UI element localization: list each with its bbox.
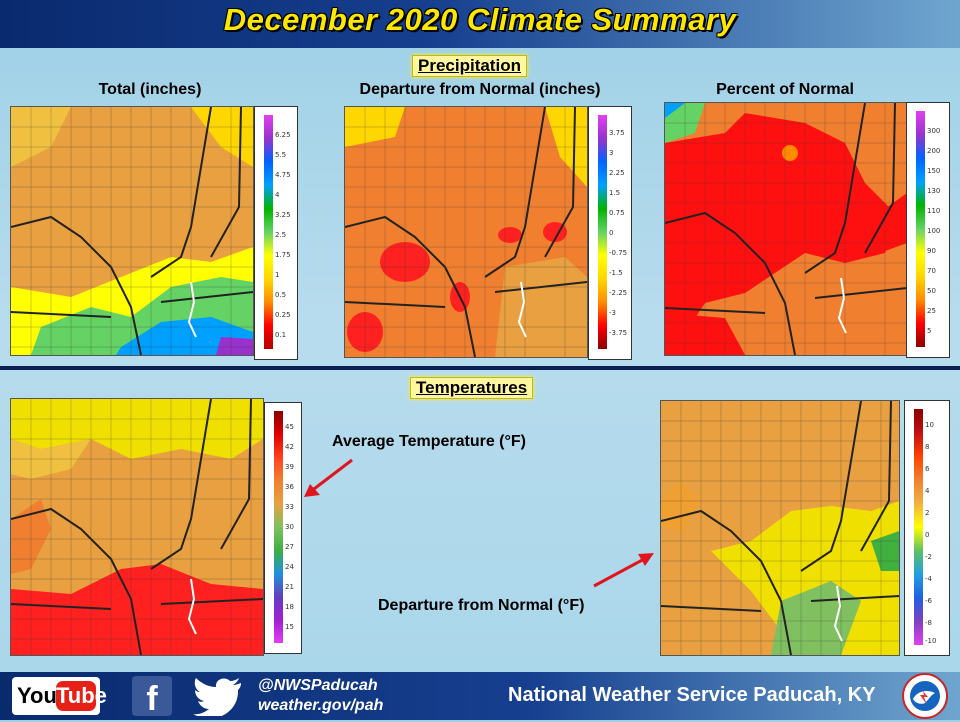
youtube-logo[interactable]: You Tube [12,677,107,715]
legend-tick: 25 [927,307,936,315]
legend-tick: 0.5 [275,291,287,299]
legend-tick: 2.25 [609,169,625,177]
legend-colorbar [274,411,283,643]
legend-tick: 3 [609,149,614,157]
nws-seal [902,673,948,719]
precipitation-section-label: Precipitation [412,55,527,77]
departure-precip-map [344,106,588,358]
legend-colorbar [914,409,923,645]
page-title: December 2020 Climate Summary [223,2,737,37]
title-bar [0,0,960,48]
legend-tick: 130 [927,187,941,195]
legend-tick: 10 [925,421,934,429]
legend-colorbar [916,111,925,347]
legend-tick: 4 [275,191,280,199]
legend-tick: 18 [285,603,294,611]
youtube-you-text: You [17,683,57,708]
departure-precip-legend: 3.75 3 2.25 1.5 0.75 0 -0.75 -1.5 -2.25 … [588,106,632,360]
legend-tick: 4.75 [275,171,291,179]
legend-tick: 110 [927,207,941,215]
legend-tick: 42 [285,443,294,451]
avg-temp-annotation: Average Temperature (°F) [332,433,527,450]
legend-tick: 33 [285,503,294,511]
office-name: National Weather Service Paducah, KY [508,684,876,706]
legend-tick: 5.5 [275,151,287,159]
percent-normal-label: Percent of Normal [716,81,854,98]
legend-colorbar [264,115,273,349]
legend-colorbar [598,115,607,349]
percent-normal-map [664,102,908,356]
legend-tick: -4 [925,575,932,583]
departure-temp-legend: 10 8 6 4 2 0 -2 -4 -6 -8 -10 [904,400,950,656]
legend-tick: 2.5 [275,231,287,239]
legend-tick: -1.5 [609,269,623,277]
legend-tick: 6 [925,465,930,473]
legend-tick: -8 [925,619,932,627]
legend-tick: 70 [927,267,936,275]
legend-tick: 45 [285,423,294,431]
departure-temp-map [660,400,900,656]
legend-tick: 50 [927,287,936,295]
departure-temp-arrow-icon [593,553,654,588]
legend-tick: 27 [285,543,294,551]
legend-tick: 1.75 [275,251,291,259]
departure-precip-label: Departure from Normal (inches) [359,81,601,98]
legend-tick: 100 [927,227,941,235]
legend-tick: -10 [925,637,937,645]
legend-tick: 15 [285,623,294,631]
legend-tick: 6.25 [275,131,291,139]
legend-tick: 0.75 [609,209,625,217]
departure-temp-annotation: Departure from Normal (°F) [378,597,585,614]
legend-tick: 200 [927,147,941,155]
legend-tick: -3 [609,309,616,317]
legend-tick: 0 [925,531,930,539]
avg-temp-arrow-icon [304,458,353,497]
legend-tick: 30 [285,523,294,531]
social-links: @NWSPaducah weather.gov/pah [258,676,383,716]
legend-tick: 0.1 [275,331,287,339]
twitter-handle[interactable]: @NWSPaducah [258,677,378,694]
section-divider [0,366,960,370]
legend-tick: -2 [925,553,932,561]
facebook-icon[interactable]: f [132,676,172,718]
legend-tick: 39 [285,463,294,471]
percent-normal-legend: 300 200 150 130 110 100 90 70 50 25 5 [906,102,950,358]
legend-tick: 2 [925,509,930,517]
temperatures-section-label: Temperatures [410,377,534,399]
legend-tick: 0 [609,229,614,237]
legend-tick: 1.5 [609,189,621,197]
legend-tick: 3.75 [609,129,625,137]
legend-tick: -3.75 [609,329,628,337]
legend-tick: 24 [285,563,294,571]
legend-tick: 21 [285,583,294,591]
legend-tick: 90 [927,247,936,255]
legend-tick: 1 [275,271,280,279]
legend-tick: -0.75 [609,249,628,257]
total-precip-label: Total (inches) [98,81,202,98]
total-precip-map [10,106,254,356]
legend-tick: -2.25 [609,289,628,297]
twitter-bird-icon[interactable] [193,678,243,716]
legend-tick: 5 [927,327,932,335]
website-link[interactable]: weather.gov/pah [258,697,384,714]
youtube-tube-text: Tube [56,681,107,711]
legend-tick: 36 [285,483,294,491]
legend-tick: 150 [927,167,941,175]
total-precip-legend: 6.25 5.5 4.75 4 3.25 2.5 1.75 1 0.5 0.25… [254,106,298,360]
avg-temp-legend: 45 42 39 36 33 30 27 24 21 18 15 [264,402,302,654]
legend-tick: 300 [927,127,941,135]
legend-tick: -6 [925,597,932,605]
legend-tick: 3.25 [275,211,291,219]
legend-tick: 8 [925,443,930,451]
legend-tick: 4 [925,487,930,495]
avg-temp-map [10,398,264,656]
legend-tick: 0.25 [275,311,291,319]
